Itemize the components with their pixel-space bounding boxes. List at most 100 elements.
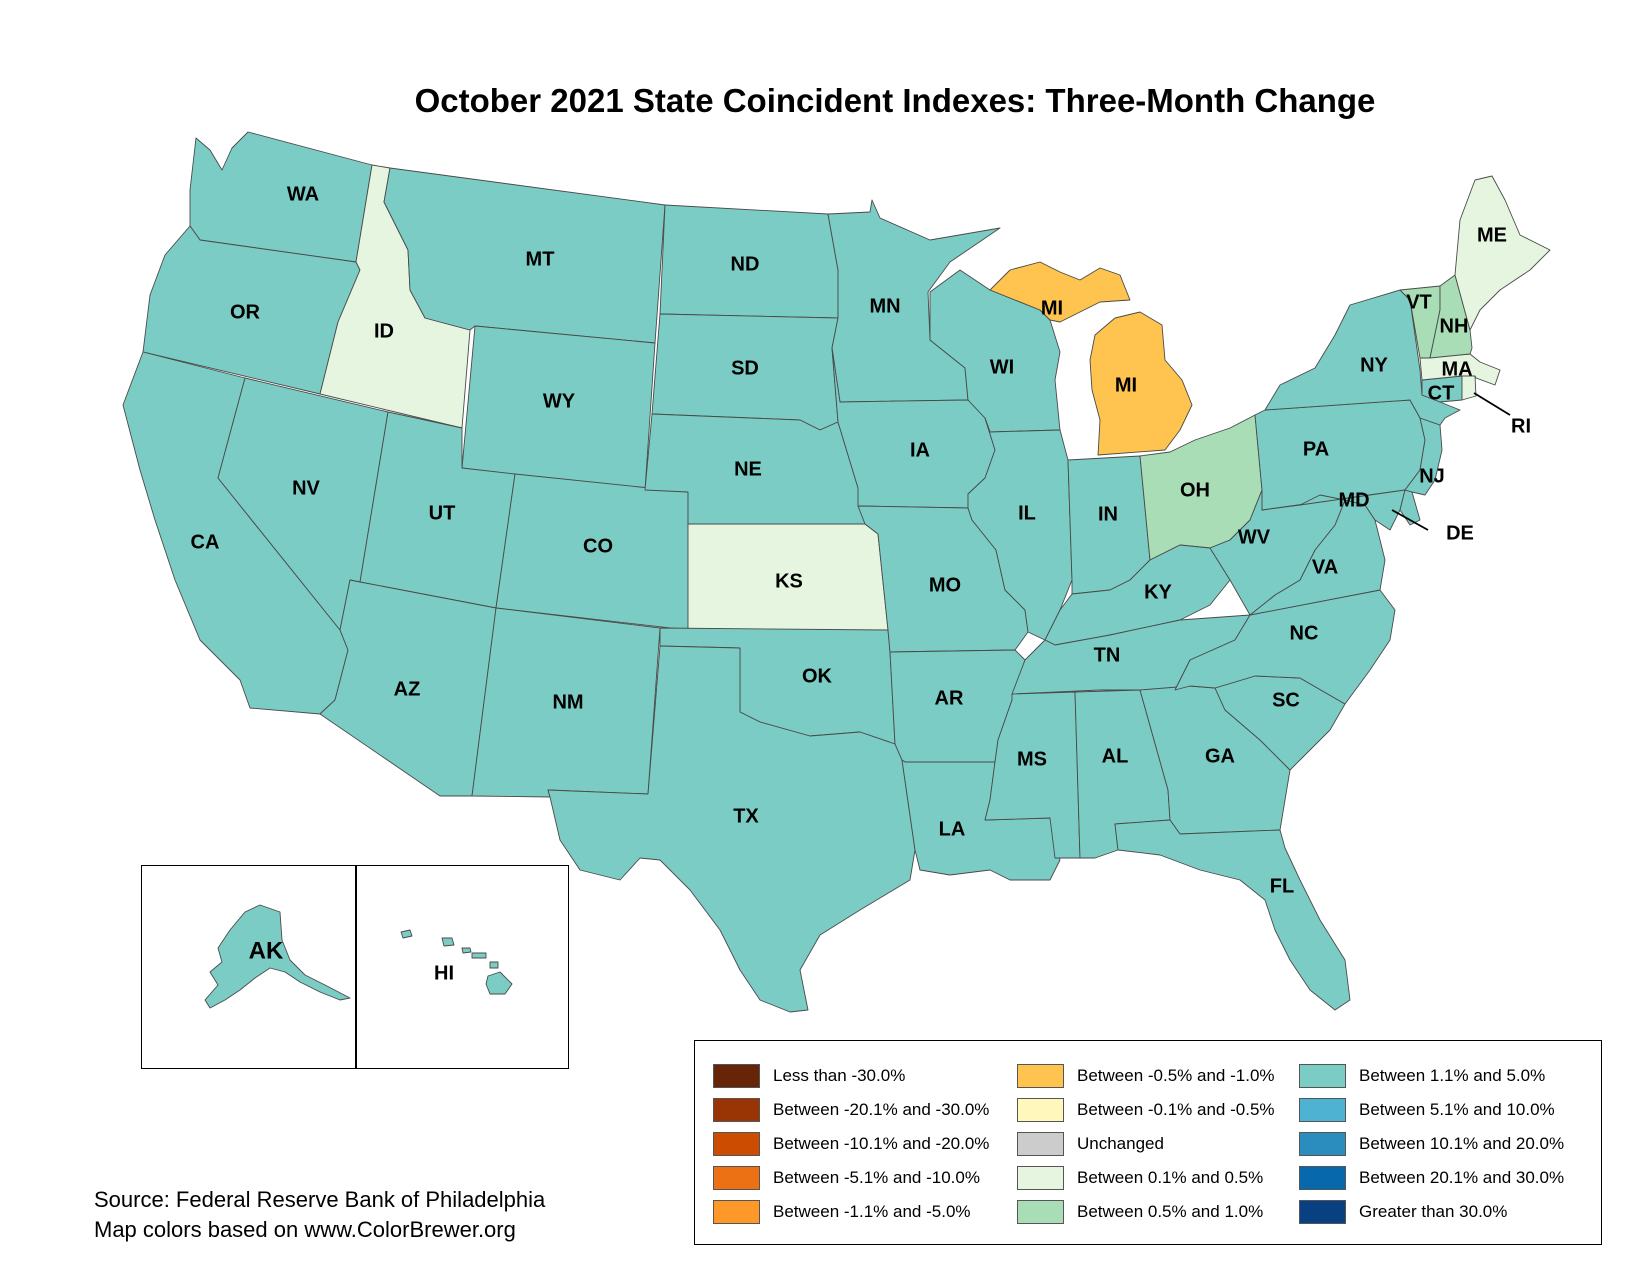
label-wv: WV bbox=[1238, 526, 1271, 548]
legend-item: Unchanged bbox=[1017, 1127, 1275, 1161]
legend-swatch bbox=[1299, 1064, 1346, 1088]
state-mn[interactable] bbox=[827, 199, 1001, 403]
state-hi[interactable] bbox=[400, 929, 513, 995]
label-nh: NH bbox=[1440, 315, 1469, 337]
state-ak[interactable] bbox=[204, 904, 351, 1009]
legend-item: Between -20.1% and -30.0% bbox=[713, 1093, 989, 1127]
legend-column-middle: Between -0.5% and -1.0% Between -0.1% and… bbox=[1017, 1059, 1275, 1229]
state-fl[interactable] bbox=[1114, 819, 1351, 1011]
label-mi-upper: MI bbox=[1041, 297, 1063, 319]
state-mi-lower[interactable] bbox=[1089, 311, 1193, 456]
label-pa: PA bbox=[1303, 438, 1329, 460]
legend-item: Greater than 30.0% bbox=[1299, 1195, 1564, 1229]
label-al: AL bbox=[1102, 745, 1129, 767]
label-ks: KS bbox=[775, 570, 803, 592]
label-tn: TN bbox=[1094, 644, 1121, 666]
legend-item: Between 10.1% and 20.0% bbox=[1299, 1127, 1564, 1161]
label-oh: OH bbox=[1180, 479, 1210, 501]
legend-item: Between -0.5% and -1.0% bbox=[1017, 1059, 1275, 1093]
label-ms: MS bbox=[1017, 748, 1047, 770]
legend-label: Between -0.5% and -1.0% bbox=[1077, 1066, 1275, 1085]
legend-label: Between 5.1% and 10.0% bbox=[1359, 1100, 1555, 1119]
legend-label: Between -5.1% and -10.0% bbox=[773, 1168, 980, 1187]
de-leader-line bbox=[1391, 509, 1429, 531]
label-co: CO bbox=[583, 535, 613, 557]
map-title: October 2021 State Coincident Indexes: T… bbox=[414, 82, 1376, 119]
label-ri: RI bbox=[1511, 415, 1531, 437]
state-nj[interactable] bbox=[1404, 417, 1443, 496]
legend-label: Between 1.1% and 5.0% bbox=[1359, 1066, 1546, 1085]
label-md: MD bbox=[1338, 489, 1369, 511]
label-mo: MO bbox=[929, 574, 961, 596]
label-de: DE bbox=[1446, 522, 1474, 544]
legend-label: Between -1.1% and -5.0% bbox=[773, 1202, 971, 1221]
label-wy: WY bbox=[543, 390, 576, 412]
state-nc[interactable] bbox=[1174, 589, 1396, 705]
legend-item: Between 20.1% and 30.0% bbox=[1299, 1161, 1564, 1195]
legend-column-positive: Between 1.1% and 5.0% Between 5.1% and 10… bbox=[1299, 1059, 1564, 1229]
label-vt: VT bbox=[1406, 291, 1432, 313]
legend-swatch bbox=[1299, 1132, 1346, 1156]
label-wi: WI bbox=[990, 356, 1014, 378]
source-note: Source: Federal Reserve Bank of Philadel… bbox=[94, 1185, 545, 1245]
legend-item: Between 0.5% and 1.0% bbox=[1017, 1195, 1275, 1229]
label-ga: GA bbox=[1205, 745, 1235, 767]
legend-swatch bbox=[713, 1064, 760, 1088]
legend-item: Less than -30.0% bbox=[713, 1059, 989, 1093]
label-sc: SC bbox=[1272, 689, 1300, 711]
label-me: ME bbox=[1477, 224, 1507, 246]
legend-label: Greater than 30.0% bbox=[1359, 1202, 1508, 1221]
label-mn: MN bbox=[869, 295, 900, 317]
label-mt: MT bbox=[526, 248, 555, 270]
legend-item: Between 1.1% and 5.0% bbox=[1299, 1059, 1564, 1093]
legend-swatch bbox=[1017, 1200, 1064, 1224]
legend: Less than -30.0% Between -20.1% and -30.0… bbox=[694, 1040, 1602, 1245]
label-ma: MA bbox=[1441, 358, 1472, 380]
label-il: IL bbox=[1018, 502, 1036, 524]
legend-swatch bbox=[713, 1098, 760, 1122]
state-ma[interactable] bbox=[1419, 353, 1501, 386]
label-mi-lower: MI bbox=[1115, 374, 1137, 396]
label-nm: NM bbox=[552, 691, 583, 713]
colorbrewer-line: Map colors based on www.ColorBrewer.org bbox=[94, 1217, 516, 1242]
legend-swatch bbox=[1299, 1166, 1346, 1190]
label-ca: CA bbox=[191, 531, 220, 553]
legend-swatch bbox=[1017, 1132, 1064, 1156]
legend-swatch bbox=[713, 1200, 760, 1224]
label-nv: NV bbox=[292, 477, 320, 499]
label-tx: TX bbox=[733, 805, 759, 827]
legend-label: Between 0.1% and 0.5% bbox=[1077, 1168, 1264, 1187]
legend-swatch bbox=[1017, 1166, 1064, 1190]
legend-item: Between -0.1% and -0.5% bbox=[1017, 1093, 1275, 1127]
legend-label: Between -0.1% and -0.5% bbox=[1077, 1100, 1275, 1119]
ri-leader-line bbox=[1473, 392, 1511, 416]
legend-item: Between 0.1% and 0.5% bbox=[1017, 1161, 1275, 1195]
state-mi-upper[interactable] bbox=[989, 261, 1131, 323]
label-in: IN bbox=[1098, 503, 1118, 525]
label-ct: CT bbox=[1428, 382, 1455, 404]
label-ak: AK bbox=[249, 937, 284, 964]
label-wa: WA bbox=[287, 183, 319, 205]
state-ny[interactable] bbox=[1264, 289, 1461, 426]
legend-item: Between -5.1% and -10.0% bbox=[713, 1161, 989, 1195]
inset-divider bbox=[355, 866, 357, 1068]
label-or: OR bbox=[230, 301, 261, 323]
label-sd: SD bbox=[731, 357, 759, 379]
label-la: LA bbox=[939, 818, 966, 840]
label-va: VA bbox=[1312, 556, 1338, 578]
state-me[interactable] bbox=[1454, 175, 1551, 331]
label-nc: NC bbox=[1290, 622, 1319, 644]
legend-swatch bbox=[1299, 1200, 1346, 1224]
legend-label: Between -20.1% and -30.0% bbox=[773, 1100, 990, 1119]
legend-label: Unchanged bbox=[1077, 1134, 1164, 1153]
legend-swatch bbox=[713, 1132, 760, 1156]
legend-column-negative: Less than -30.0% Between -20.1% and -30.0… bbox=[713, 1059, 989, 1229]
state-mt[interactable] bbox=[383, 167, 666, 344]
legend-label: Between 10.1% and 20.0% bbox=[1359, 1134, 1565, 1153]
legend-label: Between 20.1% and 30.0% bbox=[1359, 1168, 1565, 1187]
state-tx[interactable] bbox=[547, 645, 916, 1013]
label-ut: UT bbox=[429, 502, 456, 524]
inset-frame bbox=[141, 865, 569, 1069]
legend-item: Between -10.1% and -20.0% bbox=[713, 1127, 989, 1161]
